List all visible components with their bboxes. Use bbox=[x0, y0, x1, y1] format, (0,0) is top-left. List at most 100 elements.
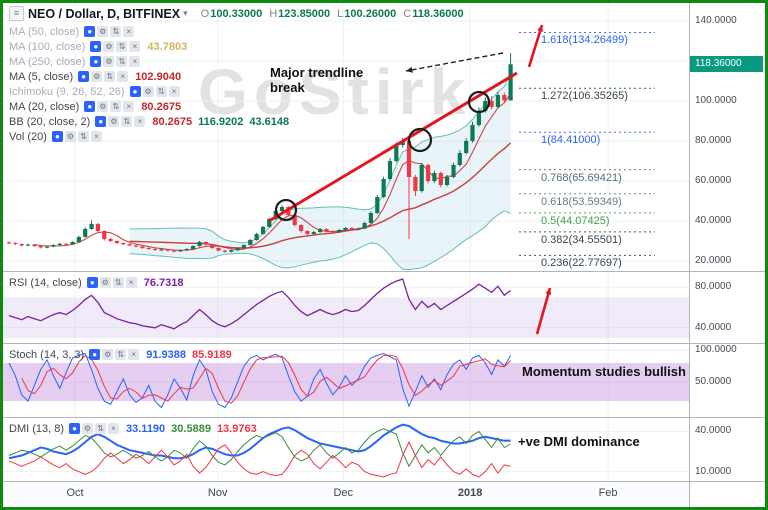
stoch-panel: Stoch (14, 3, 3) ● ⚙ ⇅ × 91.9388 85.9189 Momen… bbox=[3, 343, 765, 417]
stoch-chart-area[interactable]: Stoch (14, 3, 3) ● ⚙ ⇅ × 91.9388 85.9189 Momen… bbox=[3, 344, 689, 417]
time-axis-label[interactable]: Feb bbox=[598, 487, 618, 499]
stoch-scale[interactable]: 100.0000 50.0000 bbox=[689, 344, 765, 417]
settings-icon[interactable]: ⚙ bbox=[142, 86, 154, 97]
visibility-toggle-icon[interactable]: ● bbox=[129, 86, 141, 97]
symbol-menu-icon[interactable]: ≡ bbox=[9, 6, 24, 21]
visibility-toggle-icon[interactable]: ● bbox=[90, 56, 102, 67]
indicator-value: 80.2675 bbox=[141, 100, 182, 113]
reorder-icon[interactable]: ⇅ bbox=[116, 56, 128, 67]
reorder-icon[interactable]: ⇅ bbox=[116, 41, 128, 52]
indicator-legend-row: MA (250, close) ● ⚙ ⇅ × bbox=[9, 54, 289, 69]
indicator-label[interactable]: MA (5, close) bbox=[9, 70, 74, 83]
indicator-legend-row: Ichimoku (9, 26, 52, 26) ● ⚙ ⇅ × bbox=[9, 84, 289, 99]
indicator-label[interactable]: MA (250, close) bbox=[9, 55, 86, 68]
dmi-chart-canvas[interactable] bbox=[3, 418, 689, 481]
visibility-toggle-icon[interactable]: ● bbox=[84, 26, 96, 37]
settings-icon[interactable]: ⚙ bbox=[82, 423, 94, 434]
reorder-icon[interactable]: ⇅ bbox=[77, 131, 89, 142]
indicator-value: 13.9763 bbox=[216, 422, 257, 435]
indicator-label[interactable]: MA (100, close) bbox=[9, 40, 86, 53]
indicator-legend-row: Vol (20) ● ⚙ ⇅ × bbox=[9, 129, 289, 144]
rsi-scale[interactable]: 80.0000 40.0000 bbox=[689, 272, 765, 343]
reorder-icon[interactable]: ⇅ bbox=[112, 277, 124, 288]
time-axis-label[interactable]: 2018 bbox=[457, 487, 483, 499]
remove-icon[interactable]: × bbox=[117, 71, 129, 82]
chevron-down-icon[interactable]: ▾ bbox=[183, 8, 188, 18]
scale-tick-label: 50.0000 bbox=[695, 376, 732, 388]
indicator-label[interactable]: MA (20, close) bbox=[9, 100, 80, 113]
rsi-chart-area[interactable]: RSI (14, close) ● ⚙ ⇅ × 76.7318 bbox=[3, 272, 689, 343]
reorder-icon[interactable]: ⇅ bbox=[115, 349, 127, 360]
indicator-value: 85.9189 bbox=[191, 348, 232, 361]
time-axis-label[interactable]: Nov bbox=[207, 487, 228, 499]
indicator-legend-row: MA (50, close) ● ⚙ ⇅ × bbox=[9, 24, 289, 39]
time-axis-label[interactable]: Dec bbox=[333, 487, 354, 499]
scale-tick-label: 20.0000 bbox=[695, 255, 732, 266]
visibility-toggle-icon[interactable]: ● bbox=[95, 116, 107, 127]
settings-icon[interactable]: ⚙ bbox=[97, 101, 109, 112]
indicator-label[interactable]: RSI (14, close) bbox=[9, 276, 82, 289]
trendline-break-note: Major trendline break bbox=[270, 65, 364, 95]
ohlc-key: O bbox=[200, 7, 210, 20]
reorder-icon[interactable]: ⇅ bbox=[155, 86, 167, 97]
dmi-chart-area[interactable]: DMI (13, 8) ● ⚙ ⇅ × 33.1190 30.5889 13.9763 +ve… bbox=[3, 418, 689, 481]
price-chart-canvas[interactable] bbox=[3, 3, 689, 271]
time-axis[interactable]: Oct Nov Dec 2018 Feb bbox=[3, 482, 689, 507]
settings-icon[interactable]: ⚙ bbox=[97, 26, 109, 37]
indicator-label[interactable]: MA (50, close) bbox=[9, 25, 80, 38]
remove-icon[interactable]: × bbox=[168, 86, 180, 97]
dmi-scale[interactable]: 40.0000 10.0000 bbox=[689, 418, 765, 481]
reorder-icon[interactable]: ⇅ bbox=[110, 26, 122, 37]
visibility-toggle-icon[interactable]: ● bbox=[78, 71, 90, 82]
scale-tick-label: 80.0000 bbox=[695, 135, 732, 146]
price-chart-area[interactable]: GoStirk ≡ NEO / Dollar, D, BITFINEX ▾ O1… bbox=[3, 3, 689, 271]
indicator-value: 80.2675 bbox=[152, 115, 193, 128]
settings-icon[interactable]: ⚙ bbox=[91, 71, 103, 82]
settings-icon[interactable]: ⚙ bbox=[99, 277, 111, 288]
remove-icon[interactable]: × bbox=[123, 101, 135, 112]
indicator-value: 91.9388 bbox=[146, 348, 186, 361]
indicator-value: 116.9202 bbox=[198, 115, 244, 128]
scale-tick-label: 60.0000 bbox=[695, 175, 732, 186]
indicator-label[interactable]: DMI (13, 8) bbox=[9, 422, 65, 435]
reorder-icon[interactable]: ⇅ bbox=[121, 116, 133, 127]
indicator-value: 33.1190 bbox=[126, 422, 166, 435]
remove-icon[interactable]: × bbox=[123, 26, 135, 37]
symbol-title[interactable]: NEO / Dollar, D, BITFINEX bbox=[28, 6, 181, 21]
remove-icon[interactable]: × bbox=[125, 277, 137, 288]
visibility-toggle-icon[interactable]: ● bbox=[86, 277, 98, 288]
settings-icon[interactable]: ⚙ bbox=[103, 56, 115, 67]
settings-icon[interactable]: ⚙ bbox=[103, 41, 115, 52]
indicator-label[interactable]: Ichimoku (9, 26, 52, 26) bbox=[9, 85, 125, 98]
reorder-icon[interactable]: ⇅ bbox=[104, 71, 116, 82]
remove-icon[interactable]: × bbox=[129, 41, 141, 52]
settings-icon[interactable]: ⚙ bbox=[64, 131, 76, 142]
visibility-toggle-icon[interactable]: ● bbox=[90, 41, 102, 52]
indicator-label[interactable]: BB (20, close, 2) bbox=[9, 115, 91, 128]
stoch-chart-canvas[interactable] bbox=[3, 344, 689, 417]
visibility-toggle-icon[interactable]: ● bbox=[51, 131, 63, 142]
remove-icon[interactable]: × bbox=[129, 56, 141, 67]
indicator-legend: MA (50, close) ● ⚙ ⇅ × MA (100, close) ● ⚙ ⇅ × 43.… bbox=[9, 24, 289, 144]
remove-icon[interactable]: × bbox=[134, 116, 146, 127]
visibility-toggle-icon[interactable]: ● bbox=[84, 101, 96, 112]
symbol-title-row: ≡ NEO / Dollar, D, BITFINEX ▾ O100.33000… bbox=[9, 6, 464, 21]
visibility-toggle-icon[interactable]: ● bbox=[69, 423, 81, 434]
remove-icon[interactable]: × bbox=[90, 131, 102, 142]
remove-icon[interactable]: × bbox=[108, 423, 120, 434]
indicator-label[interactable]: Stoch (14, 3, 3) bbox=[9, 348, 85, 361]
price-panel: GoStirk ≡ NEO / Dollar, D, BITFINEX ▾ O1… bbox=[3, 3, 765, 271]
remove-icon[interactable]: × bbox=[128, 349, 140, 360]
visibility-toggle-icon[interactable]: ● bbox=[89, 349, 101, 360]
scale-tick-label: 100.0000 bbox=[695, 344, 737, 356]
indicator-value: 43.7803 bbox=[147, 40, 188, 53]
settings-icon[interactable]: ⚙ bbox=[108, 116, 120, 127]
indicator-label[interactable]: Vol (20) bbox=[9, 130, 47, 143]
reorder-icon[interactable]: ⇅ bbox=[110, 101, 122, 112]
ohlc-value: 100.33000 bbox=[210, 7, 263, 20]
price-scale[interactable]: 118.36000 140.0000120.0000100.000080.000… bbox=[689, 3, 765, 271]
time-axis-label[interactable]: Oct bbox=[66, 487, 84, 499]
dmi-legend: DMI (13, 8) ● ⚙ ⇅ × 33.1190 30.5889 13.9763 bbox=[9, 421, 257, 436]
reorder-icon[interactable]: ⇅ bbox=[95, 423, 107, 434]
settings-icon[interactable]: ⚙ bbox=[102, 349, 114, 360]
